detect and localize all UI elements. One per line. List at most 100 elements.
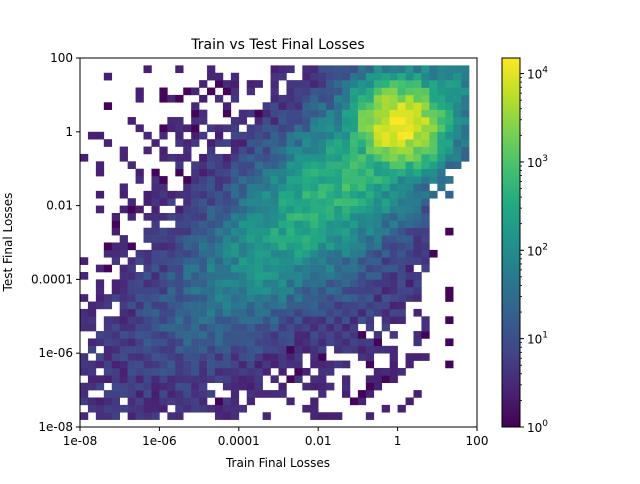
heatmap-cell <box>286 345 295 354</box>
heatmap-cell <box>326 227 335 236</box>
heatmap-cell <box>365 212 375 221</box>
heatmap-cell <box>286 65 295 74</box>
heatmap-cell <box>222 360 232 369</box>
heatmap-cell <box>357 87 367 96</box>
heatmap-cell <box>127 161 136 169</box>
heatmap-cell <box>286 183 295 192</box>
heatmap-cell <box>238 264 248 273</box>
heatmap-cell <box>453 65 462 74</box>
heatmap-cell <box>207 198 216 206</box>
heatmap-cell <box>175 323 184 332</box>
heatmap-cell <box>199 190 208 199</box>
heatmap-cell <box>302 404 311 413</box>
heatmap-cell <box>445 153 454 162</box>
heatmap-cell <box>357 301 367 310</box>
heatmap-cell <box>103 331 113 339</box>
heatmap-cell <box>167 286 176 295</box>
heatmap-cell <box>238 286 248 295</box>
x-tick-label: 0.0001 <box>218 434 260 448</box>
heatmap-cell <box>397 109 406 118</box>
heatmap-cell <box>365 80 375 88</box>
heatmap-cell <box>294 227 303 236</box>
heatmap-cell <box>119 360 128 369</box>
heatmap-cell <box>326 382 335 391</box>
heatmap-cell <box>278 360 287 369</box>
heatmap-cell <box>397 257 406 265</box>
heatmap-cell <box>238 279 248 288</box>
heatmap-cell <box>373 227 383 236</box>
heatmap-cell <box>230 131 240 140</box>
heatmap-cell <box>389 367 398 376</box>
heatmap-cell <box>334 80 343 88</box>
heatmap-cell <box>183 190 192 199</box>
heatmap-cell <box>318 153 327 162</box>
heatmap-cell <box>238 331 248 339</box>
heatmap-cell <box>214 412 224 420</box>
heatmap-cell <box>230 404 240 413</box>
heatmap-cell <box>437 183 446 192</box>
heatmap-cell <box>365 87 375 96</box>
heatmap-cell <box>310 183 319 192</box>
heatmap-cell <box>270 80 279 88</box>
heatmap-cell <box>373 205 383 214</box>
heatmap-cell <box>294 264 303 273</box>
heatmap-cell <box>151 279 160 288</box>
heatmap-cell <box>405 353 414 361</box>
heatmap-cell <box>413 286 422 295</box>
heatmap-cell <box>342 279 351 288</box>
heatmap-cell <box>326 109 335 118</box>
heatmap-cell <box>421 139 430 147</box>
heatmap-cell <box>365 65 375 74</box>
heatmap-cell <box>119 235 128 243</box>
heatmap-cell <box>318 375 327 384</box>
heatmap-cell <box>135 382 144 391</box>
heatmap-cell <box>199 168 208 177</box>
heatmap-cell <box>207 220 216 229</box>
heatmap-cell <box>357 316 367 324</box>
heatmap-cell <box>437 131 446 140</box>
heatmap-cell <box>405 272 414 280</box>
heatmap-cell <box>357 65 367 74</box>
heatmap-cell <box>413 65 422 74</box>
heatmap-cell <box>222 109 232 118</box>
heatmap-cell <box>318 198 327 206</box>
heatmap-cell <box>270 65 279 74</box>
heatmap-cell <box>318 242 327 251</box>
heatmap-cell <box>183 146 192 155</box>
heatmap-cell <box>413 205 422 214</box>
heatmap-cell <box>191 220 200 229</box>
heatmap-cell <box>334 168 343 177</box>
heatmap-cell <box>175 212 184 221</box>
heatmap-cell <box>175 117 184 125</box>
heatmap-cell <box>461 117 470 125</box>
heatmap-cell <box>151 242 160 251</box>
heatmap-cell <box>80 323 89 332</box>
heatmap-cell <box>381 94 390 103</box>
heatmap-cell <box>262 272 271 280</box>
heatmap-cell <box>365 279 375 288</box>
heatmap-cell <box>151 139 160 147</box>
heatmap-cell <box>326 338 335 347</box>
heatmap-cell <box>310 198 319 206</box>
heatmap-cell <box>167 412 176 420</box>
heatmap-cell <box>437 168 446 177</box>
heatmap-cell <box>453 131 462 140</box>
heatmap-cell <box>334 301 343 310</box>
heatmap-cell <box>135 404 144 413</box>
heatmap-cell <box>373 65 383 74</box>
heatmap-cell <box>342 301 351 310</box>
heatmap-cell <box>270 168 279 177</box>
heatmap-cell <box>214 397 224 406</box>
heatmap-cell <box>326 198 335 206</box>
heatmap-cell <box>207 87 216 96</box>
heatmap-cell <box>159 272 168 280</box>
heatmap-cell <box>222 220 232 229</box>
heatmap-cell <box>357 279 367 288</box>
heatmap-cell <box>87 367 97 376</box>
heatmap-cell <box>349 323 359 332</box>
heatmap-cell <box>175 220 184 229</box>
heatmap-cell <box>381 323 390 332</box>
heatmap-cell <box>191 390 200 398</box>
heatmap-cell <box>342 249 351 258</box>
heatmap-cell <box>421 316 430 324</box>
